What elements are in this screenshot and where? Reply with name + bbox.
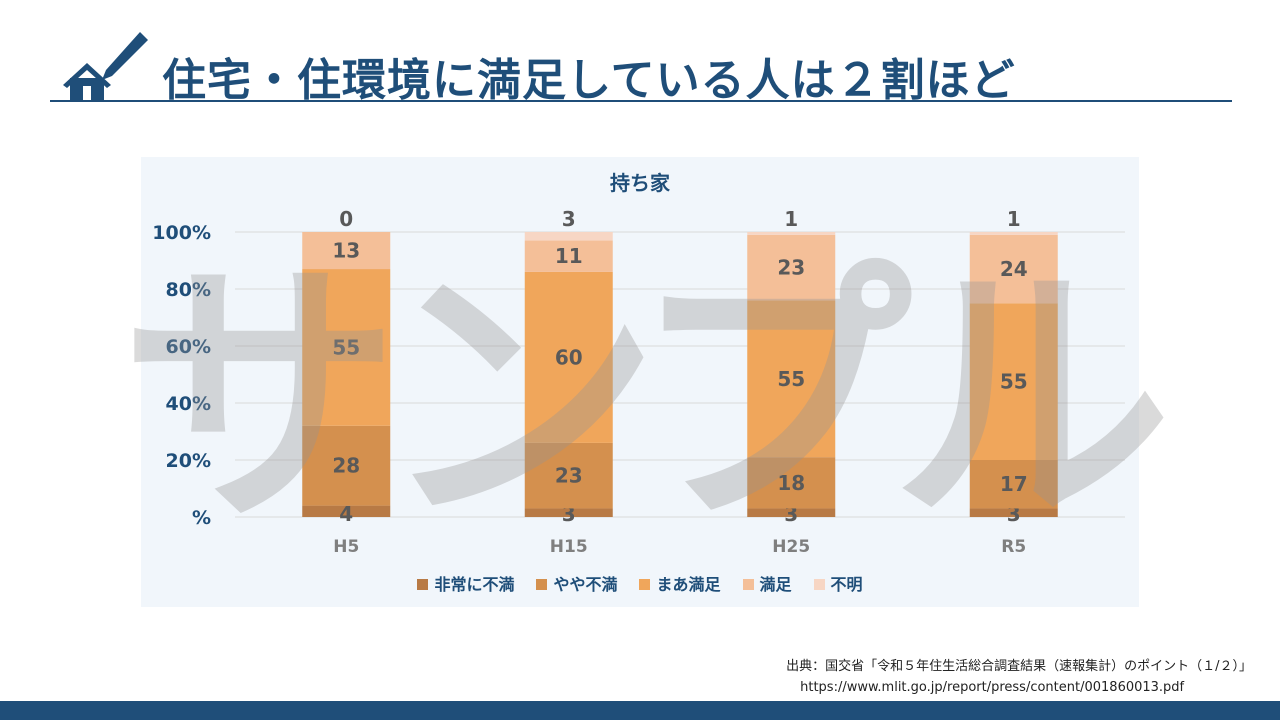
data-label: 4 (339, 502, 353, 526)
data-label: 23 (777, 256, 805, 280)
chart-legend: 非常に不満 やや不満 まあ満足 満足 不明 (141, 571, 1139, 595)
bar-segment (969, 460, 1058, 509)
legend-item: 満足 (742, 571, 792, 595)
y-tick-label: 60% (166, 336, 211, 358)
bar-segment (969, 234, 1058, 304)
y-tick-label: 20% (166, 450, 211, 472)
data-label: 60 (555, 345, 583, 369)
bar-segment (747, 234, 836, 301)
y-tick-label: 80% (166, 279, 211, 301)
data-label: 17 (1000, 472, 1028, 496)
bar-segment (747, 300, 836, 458)
data-label: 1 (1007, 207, 1021, 231)
legend-label: 不明 (830, 575, 863, 594)
bar-segment (747, 508, 836, 517)
legend-item: やや不満 (536, 571, 617, 595)
data-label: 55 (777, 367, 805, 391)
data-label: 13 (332, 239, 360, 263)
legend-swatch (417, 579, 429, 590)
data-label: 55 (1000, 370, 1028, 394)
source-note: 出典：国交省「令和５年住生活総合調査結果（速報集計）のポイント（１/２）」 ht… (786, 656, 1252, 698)
stacked-bar-chart: %20%40%60%80%100%H542855130H1532360113H2… (152, 207, 1125, 557)
source-title: 出典：国交省「令和５年住生活総合調査結果（速報集計）のポイント（１/２）」 (786, 659, 1252, 674)
data-label: 1 (784, 207, 798, 231)
bar-segment (969, 303, 1058, 460)
legend-label: やや不満 (553, 575, 618, 594)
bar-segment (524, 232, 613, 241)
bar-segment (747, 232, 836, 235)
x-tick-label: H15 (550, 537, 588, 557)
legend-item: まあ満足 (639, 571, 721, 595)
legend-swatch (813, 579, 825, 590)
legend-label: 非常に不満 (434, 575, 515, 594)
legend-swatch (639, 579, 651, 590)
data-label: 28 (332, 454, 360, 478)
data-label: 23 (555, 464, 583, 488)
legend-item: 不明 (813, 571, 863, 595)
data-label: 0 (339, 207, 353, 231)
legend-swatch (742, 579, 754, 590)
y-tick-label: 100% (152, 222, 211, 244)
y-tick-label: % (192, 507, 211, 529)
data-label: 11 (555, 244, 583, 268)
bar-segment (302, 505, 391, 517)
x-tick-label: H5 (333, 537, 359, 557)
page-title: 住宅・住環境に満足している人は２割ほど (162, 55, 1016, 106)
bar-segment (524, 271, 613, 443)
bar-segment (302, 269, 391, 426)
source-url[interactable]: https://www.mlit.go.jp/report/press/cont… (800, 680, 1185, 695)
data-label: 55 (332, 335, 360, 359)
y-tick-label: 40% (166, 393, 211, 415)
x-tick-label: H25 (772, 537, 810, 557)
bar-segment (524, 442, 613, 509)
footer-bar (0, 701, 1280, 720)
bar-segment (524, 240, 613, 272)
x-tick-label: R5 (1001, 537, 1026, 557)
data-label: 18 (777, 471, 805, 495)
bar-segment (969, 232, 1058, 235)
bar-segment (747, 457, 836, 509)
bar-segment (302, 425, 391, 506)
legend-swatch (536, 579, 548, 590)
legend-label: 満足 (759, 575, 792, 594)
legend-label: まあ満足 (656, 575, 721, 594)
chart-title: 持ち家 (610, 171, 670, 195)
bar-segment (302, 232, 391, 270)
chart-panel: 持ち家 % 20% 40% 60% 80% 100% H5 4 28 55 13 0 H15 3 23 60 1… (141, 157, 1139, 607)
house-pen-icon (63, 32, 148, 100)
data-label: 24 (1000, 257, 1028, 281)
legend-item: 非常に不満 (417, 571, 514, 595)
bar-segment (524, 508, 613, 517)
bar-segment (969, 508, 1058, 517)
title-divider (50, 100, 1232, 102)
data-label: 3 (562, 207, 576, 231)
